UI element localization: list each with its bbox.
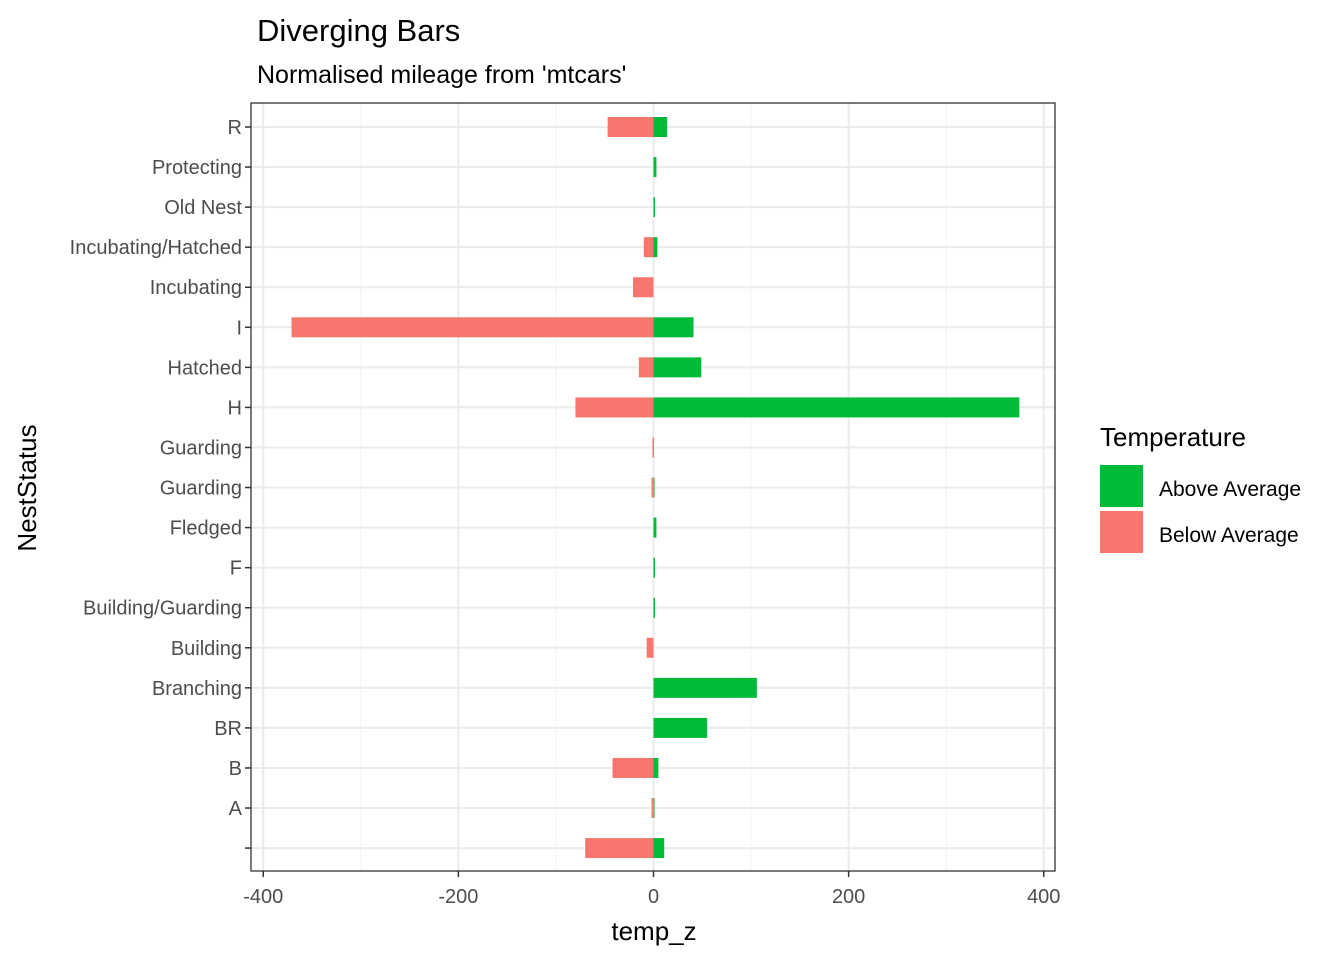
x-tick-label: -200 — [438, 886, 478, 908]
x-tick-label: 0 — [648, 886, 659, 908]
legend-key — [1100, 511, 1143, 553]
bar-below-average — [638, 357, 654, 378]
x-axis-title: temp_z — [611, 916, 696, 946]
legend-title: Temperature — [1100, 422, 1246, 452]
legend-label: Above Average — [1159, 478, 1301, 501]
bar-above-average — [653, 757, 659, 778]
bar-above-average — [653, 677, 757, 698]
y-tick-label: R — [228, 117, 242, 139]
bar-above-average — [653, 517, 657, 538]
bars — [291, 117, 1020, 859]
chart-title: Diverging Bars — [257, 13, 460, 48]
y-tick-label: Building — [171, 638, 242, 660]
y-tick-label: Old Nest — [164, 197, 242, 219]
x-tick-label: -400 — [243, 886, 283, 908]
bar-below-average — [652, 437, 655, 458]
y-tick-label: F — [230, 558, 242, 580]
y-tick-label: A — [229, 798, 243, 820]
bar-above-average — [653, 117, 668, 137]
chart-subtitle: Normalised mileage from 'mtcars' — [257, 61, 626, 89]
bar-below-average — [585, 838, 654, 859]
bar-above-average — [653, 237, 658, 258]
y-tick-label: Fledged — [170, 518, 242, 540]
y-tick-label: BR — [214, 718, 242, 740]
x-axis: -400 -200 0 200 400 — [243, 871, 1060, 908]
y-axis: R Protecting Old Nest Incubating/Hatched Inc… — [70, 117, 251, 849]
bar-above-average — [653, 397, 1020, 418]
x-tick-label: 200 — [832, 886, 865, 908]
bar-above-average — [653, 317, 694, 338]
y-tick-label: Hatched — [168, 357, 243, 379]
bar-above-average — [653, 838, 665, 859]
y-tick-label: Guarding — [160, 478, 242, 500]
y-tick-label: H — [228, 397, 242, 419]
bar-above-average — [653, 357, 702, 378]
y-tick-label: Incubating — [150, 277, 242, 299]
bar-above-average — [653, 798, 655, 819]
bar-above-average — [653, 157, 657, 178]
bar-above-average — [653, 717, 708, 738]
bar-below-average — [607, 117, 654, 137]
bar-above-average — [653, 597, 655, 618]
x-tick-label: 400 — [1027, 886, 1060, 908]
bar-below-average — [612, 757, 654, 778]
bar-below-average — [643, 237, 654, 258]
y-axis-title: NestStatus — [12, 424, 42, 551]
bar-below-average — [651, 477, 654, 498]
bar-above-average — [653, 477, 655, 498]
y-tick-label: I — [236, 317, 242, 339]
y-tick-label: Protecting — [152, 157, 242, 179]
legend-key — [1100, 465, 1143, 507]
bar-below-average — [291, 317, 654, 338]
bar-below-average — [651, 798, 654, 819]
legend: Temperature Above Average Below Average — [1100, 422, 1301, 553]
bar-below-average — [633, 277, 654, 298]
bar-above-average — [653, 557, 655, 578]
bar-below-average — [575, 397, 654, 418]
y-tick-label: Incubating/Hatched — [70, 237, 242, 259]
y-tick-label: Building/Guarding — [83, 598, 242, 620]
y-tick-label: Branching — [152, 678, 242, 700]
bar-above-average — [653, 197, 655, 218]
legend-label: Below Average — [1159, 524, 1299, 547]
y-tick-label: Guarding — [160, 437, 242, 459]
bar-below-average — [646, 637, 654, 658]
y-tick-label: B — [229, 758, 242, 780]
